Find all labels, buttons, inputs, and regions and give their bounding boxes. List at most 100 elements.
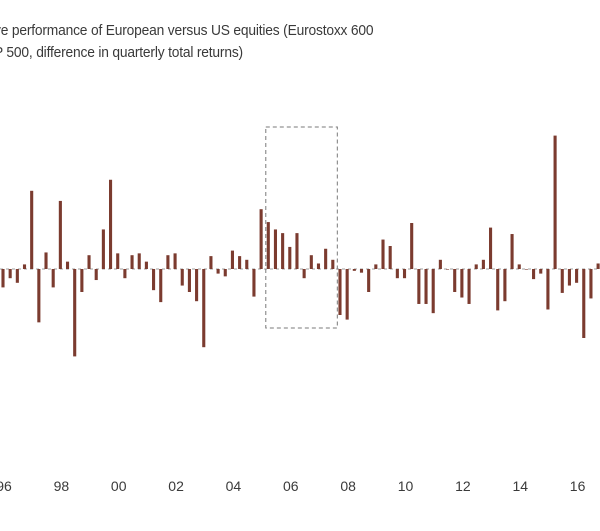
bar-q60 — [431, 269, 435, 314]
bar-q2 — [15, 269, 19, 283]
bar-q82 — [589, 269, 593, 299]
bar-q62 — [445, 269, 450, 270]
bar-q31 — [223, 269, 227, 277]
bar-q78 — [560, 269, 564, 293]
bar-q37 — [266, 222, 270, 269]
bar-q15 — [109, 179, 113, 269]
bar-q20 — [144, 261, 148, 269]
bar-q26 — [187, 269, 191, 292]
bar-q45 — [324, 248, 328, 269]
bar-q53 — [381, 239, 385, 269]
bar-q0 — [1, 269, 5, 288]
chart-title: ve performance of European versus US equ… — [0, 20, 374, 64]
bar-q83 — [596, 263, 600, 269]
x-tick-04: 04 — [226, 478, 242, 494]
bar-q16 — [116, 253, 120, 269]
bar-q69 — [496, 269, 500, 311]
bar-q19 — [137, 253, 141, 269]
bar-q36 — [259, 209, 263, 269]
bar-q80 — [575, 269, 579, 283]
x-tick-16: 16 — [570, 478, 586, 494]
bar-q67 — [481, 259, 485, 269]
bar-q48 — [345, 269, 349, 320]
bar-q74 — [532, 269, 536, 280]
bar-q77 — [553, 135, 557, 269]
bar-q55 — [395, 269, 399, 279]
x-tick-00: 00 — [111, 478, 127, 494]
bar-q13 — [94, 269, 98, 281]
bar-q35 — [252, 269, 256, 297]
x-tick-98: 98 — [54, 478, 70, 494]
bar-q76 — [546, 269, 550, 310]
bar-q57 — [410, 223, 414, 269]
x-tick-10: 10 — [398, 478, 414, 494]
bar-q3 — [22, 264, 27, 269]
bar-q10 — [73, 269, 77, 357]
bar-q58 — [417, 269, 421, 304]
bar-q52 — [374, 264, 378, 269]
bar-q73 — [524, 269, 528, 270]
bar-q17 — [123, 269, 127, 279]
bar-q65 — [467, 269, 471, 304]
bar-q38 — [273, 229, 278, 269]
bar-q5 — [37, 269, 41, 323]
bar-q40 — [288, 246, 292, 269]
x-tick-14: 14 — [512, 478, 528, 494]
bar-q28 — [202, 269, 206, 348]
bar-q30 — [216, 269, 220, 274]
highlight-box — [265, 126, 338, 329]
bar-q12 — [87, 255, 91, 269]
bar-q49 — [352, 269, 356, 271]
bar-q79 — [567, 269, 571, 286]
bar-q11 — [80, 269, 84, 292]
bar-q44 — [316, 263, 321, 269]
bar-q50 — [359, 269, 364, 273]
bar-q6 — [44, 252, 48, 269]
bar-q56 — [402, 269, 407, 279]
bar-q25 — [180, 269, 184, 286]
bar-q18 — [130, 255, 134, 269]
bar-q63 — [453, 269, 457, 292]
x-tick-06: 06 — [283, 478, 299, 494]
bar-q24 — [173, 253, 177, 269]
bar-q61 — [438, 259, 442, 269]
bar-q72 — [517, 264, 521, 269]
x-tick-08: 08 — [340, 478, 356, 494]
bar-q9 — [65, 261, 70, 269]
x-tick-02: 02 — [168, 478, 184, 494]
bar-q29 — [209, 256, 213, 269]
bar-q1 — [8, 269, 12, 279]
bar-q43 — [309, 255, 313, 269]
bar-q27 — [195, 269, 199, 302]
bar-q71 — [510, 234, 514, 269]
bar-q54 — [388, 246, 392, 269]
chart-title-line-2: P 500, difference in quarterly total ret… — [0, 44, 243, 61]
bar-q4 — [30, 190, 34, 269]
chart-title-line-1: ve performance of European versus US equ… — [0, 22, 374, 39]
bar-q81 — [582, 269, 586, 338]
bar-q33 — [238, 256, 242, 269]
bar-q46 — [331, 259, 335, 269]
bar-q41 — [295, 233, 299, 269]
bar-q68 — [489, 227, 493, 269]
x-tick-labels: 96 98 00 02 04 06 08 10 12 14 16 — [0, 478, 586, 494]
bar-q59 — [424, 269, 428, 304]
bar-q66 — [474, 264, 478, 269]
bar-q51 — [367, 269, 371, 292]
bar-q22 — [159, 269, 163, 303]
bar-q23 — [166, 255, 170, 269]
bar-q64 — [460, 269, 464, 298]
bar-q39 — [281, 233, 285, 269]
bar-q42 — [302, 269, 306, 279]
bar-q14 — [101, 229, 105, 269]
bar-q32 — [230, 250, 234, 269]
bar-q34 — [245, 259, 249, 269]
bar-q7 — [51, 269, 55, 288]
bars-group — [1, 135, 600, 357]
bar-q70 — [503, 269, 507, 302]
bar-q75 — [539, 269, 543, 274]
x-tick-12: 12 — [455, 478, 471, 494]
bar-q47 — [338, 269, 342, 315]
bar-q21 — [152, 269, 156, 291]
